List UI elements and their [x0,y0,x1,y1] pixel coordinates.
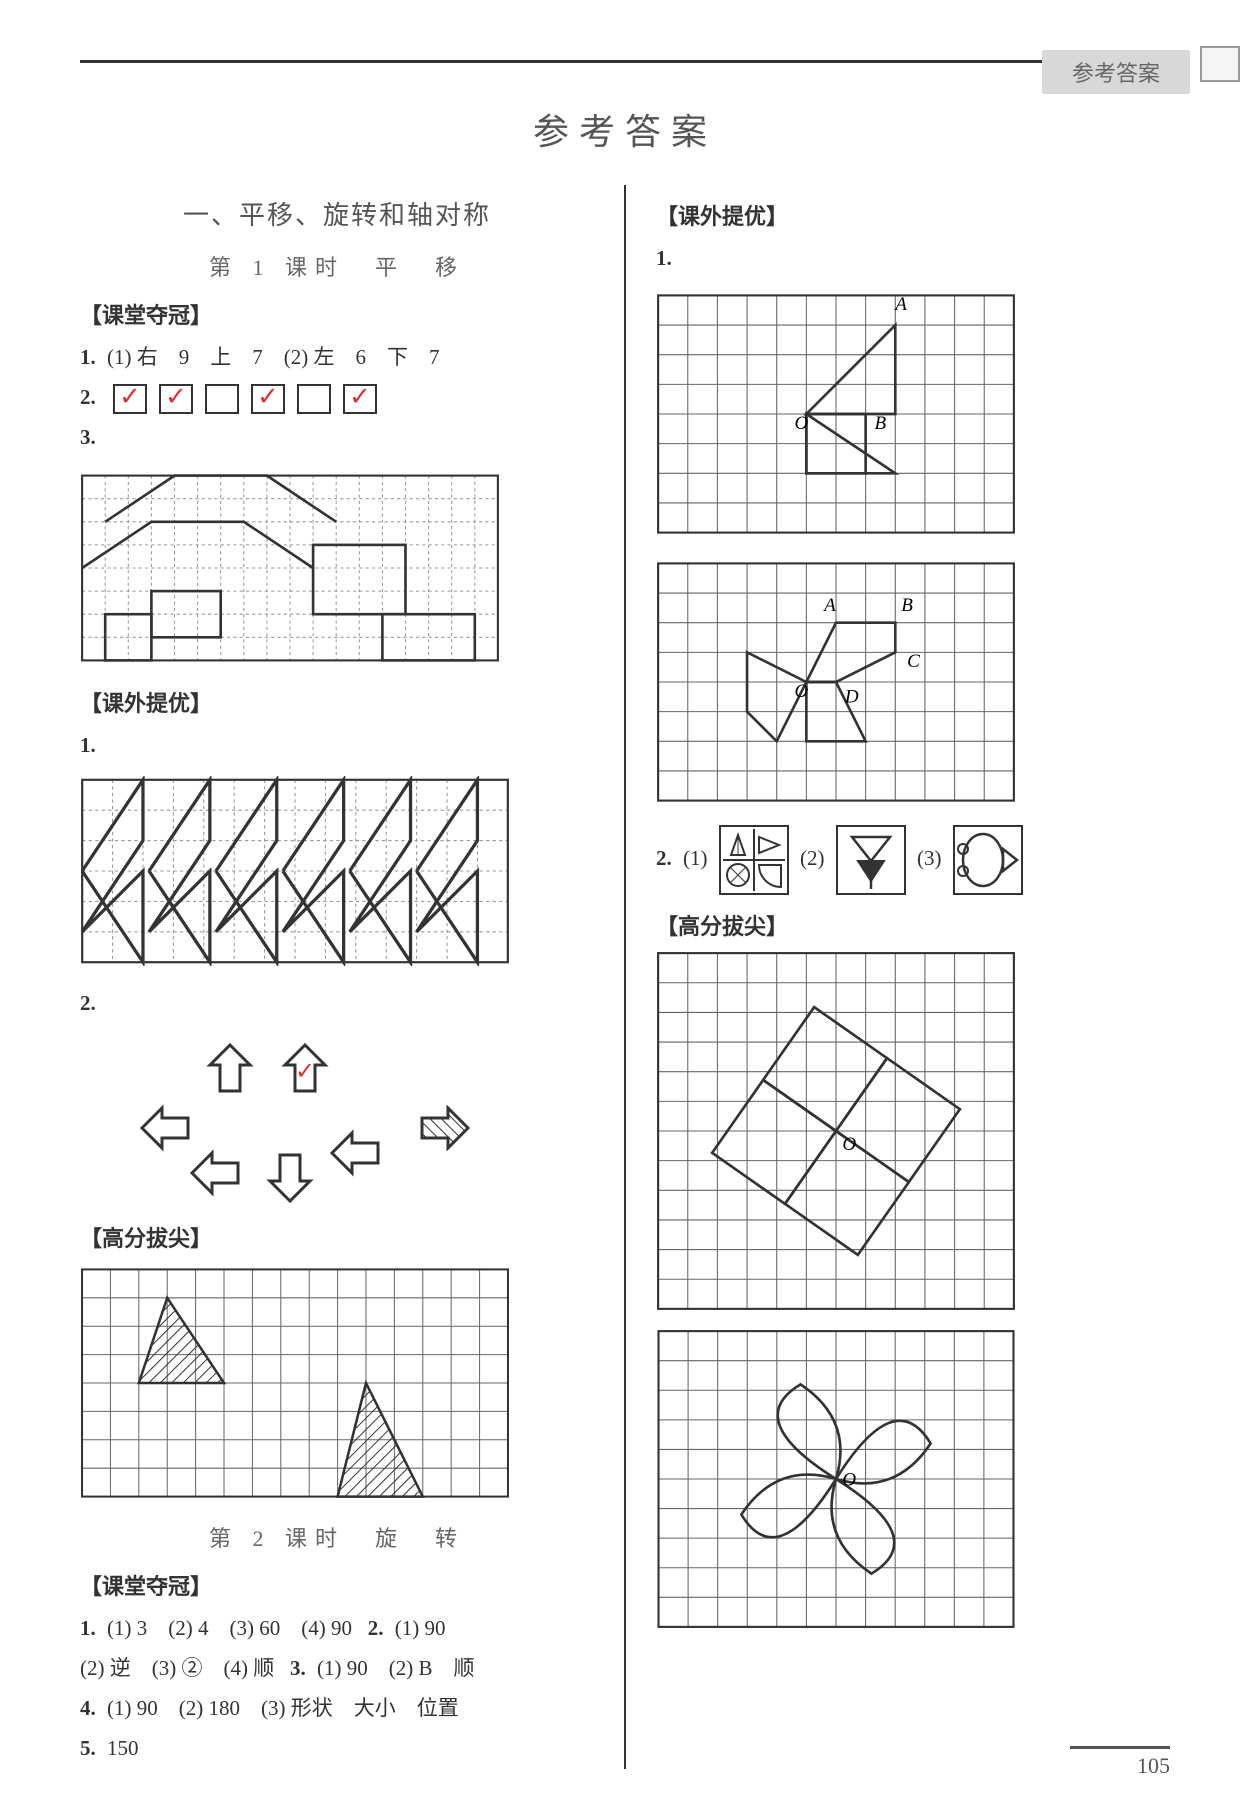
figure-q3-shapes [80,468,594,668]
svg-text:C: C [907,651,920,672]
part-label: (1) [683,846,713,870]
svg-text:O: O [842,1134,856,1155]
section-heading: 【高分拔尖】 [656,909,1170,941]
answer-text: (1) 右 9 上 7 (2) 左 6 下 7 [107,345,439,369]
svg-text:A: A [822,595,836,616]
column-divider [624,185,626,1769]
answer-line: 2. (1) (2) (3) [656,825,1170,895]
answer-line: 1. [656,239,1170,279]
answer-num: 2. [80,991,96,1015]
chapter-heading: 一、平移、旋转和轴对称 [80,195,594,232]
answer-line: 3. [80,418,594,458]
svg-text:✓: ✓ [295,1059,315,1085]
section-heading: 【课堂夺冠】 [80,298,594,330]
answer-num: 1. [656,246,672,270]
svg-text:O: O [794,413,808,434]
answer-text: (2) 逆 (3) ② (4) 顺 [80,1656,274,1680]
section-heading: 【高分拔尖】 [80,1221,594,1253]
header-tab: 参考答案 [1042,50,1190,94]
answer-num: 5. [80,1736,96,1760]
section-heading: 【课堂夺冠】 [80,1569,594,1601]
page-number: 105 [1070,1746,1170,1779]
answer-line: 2. ✓ ✓ ✓ ✓ [80,378,594,418]
answer-text: (1) 90 (2) 180 (3) 形状 大小 位置 [107,1696,459,1720]
answer-line: (2) 逆 (3) ② (4) 顺 3. (1) 90 (2) B 顺 [80,1649,594,1689]
answer-line: 2. [80,984,594,1024]
answer-line: 1. (1) 右 9 上 7 (2) 左 6 下 7 [80,338,594,378]
checkbox: ✓ [251,384,285,414]
icon-box [719,825,789,895]
checkbox: ✓ [113,384,147,414]
svg-text:O: O [794,681,808,702]
answer-text: 150 [107,1736,139,1760]
checkbox: ✓ [159,384,193,414]
svg-text:A: A [893,294,907,315]
answer-num: 1. [80,345,96,369]
left-column: 一、平移、旋转和轴对称 第 1 课时 平 移 【课堂夺冠】 1. (1) 右 9… [80,185,594,1769]
answer-num: 1. [80,1616,96,1640]
answer-line: 1. [80,726,594,766]
answer-text: (1) 3 (2) 4 (3) 60 (4) 90 [107,1616,352,1640]
figure-high-triangles [80,1263,594,1503]
figure-ext2-arrows: ✓ [80,1033,594,1203]
right-column: 【课外提优】 1. A O B A B C O D 2. (1) (2) (3) 【高分拔尖… [656,185,1170,1769]
header-rule [80,60,1170,63]
figure-r1a: A O B [656,289,1170,539]
figure-ext1-pattern [80,776,594,966]
section-heading: 【课外提优】 [656,199,1170,231]
answer-text: (1) 90 (2) B 顺 [317,1656,474,1680]
answer-line: 4. (1) 90 (2) 180 (3) 形状 大小 位置 [80,1689,594,1729]
answer-num: 2. [368,1616,384,1640]
answer-num: 3. [80,425,96,449]
svg-text:B: B [901,595,913,616]
answer-line: 5. 150 [80,1729,594,1769]
answer-line: 1. (1) 3 (2) 4 (3) 60 (4) 90 2. (1) 90 [80,1609,594,1649]
figure-r1b: A B C O D [656,557,1170,807]
lesson2-heading: 第 2 课时 旋 转 [80,1521,594,1553]
part-label: (3) [912,846,947,870]
header-logo-icon [1200,46,1240,82]
answer-num: 3. [290,1656,306,1680]
page-title: 参考答案 [80,103,1170,155]
checkbox [205,384,239,414]
answer-num: 2. [80,385,96,409]
icon-box [953,825,1023,895]
figure-r-high-b: O [656,1329,1170,1629]
svg-text:D: D [844,687,859,708]
icon-box [836,825,906,895]
checkbox [297,384,331,414]
figure-r-high-a: O [656,951,1170,1311]
lesson1-heading: 第 1 课时 平 移 [80,250,594,282]
svg-text:O: O [842,1469,856,1490]
answer-num: 4. [80,1696,96,1720]
answer-num: 1. [80,733,96,757]
svg-text:B: B [875,413,887,434]
checkbox: ✓ [343,384,377,414]
answer-text: (1) 90 [395,1616,446,1640]
section-heading: 【课外提优】 [80,686,594,718]
answer-num: 2. [656,846,672,870]
part-label: (2) [795,846,830,870]
